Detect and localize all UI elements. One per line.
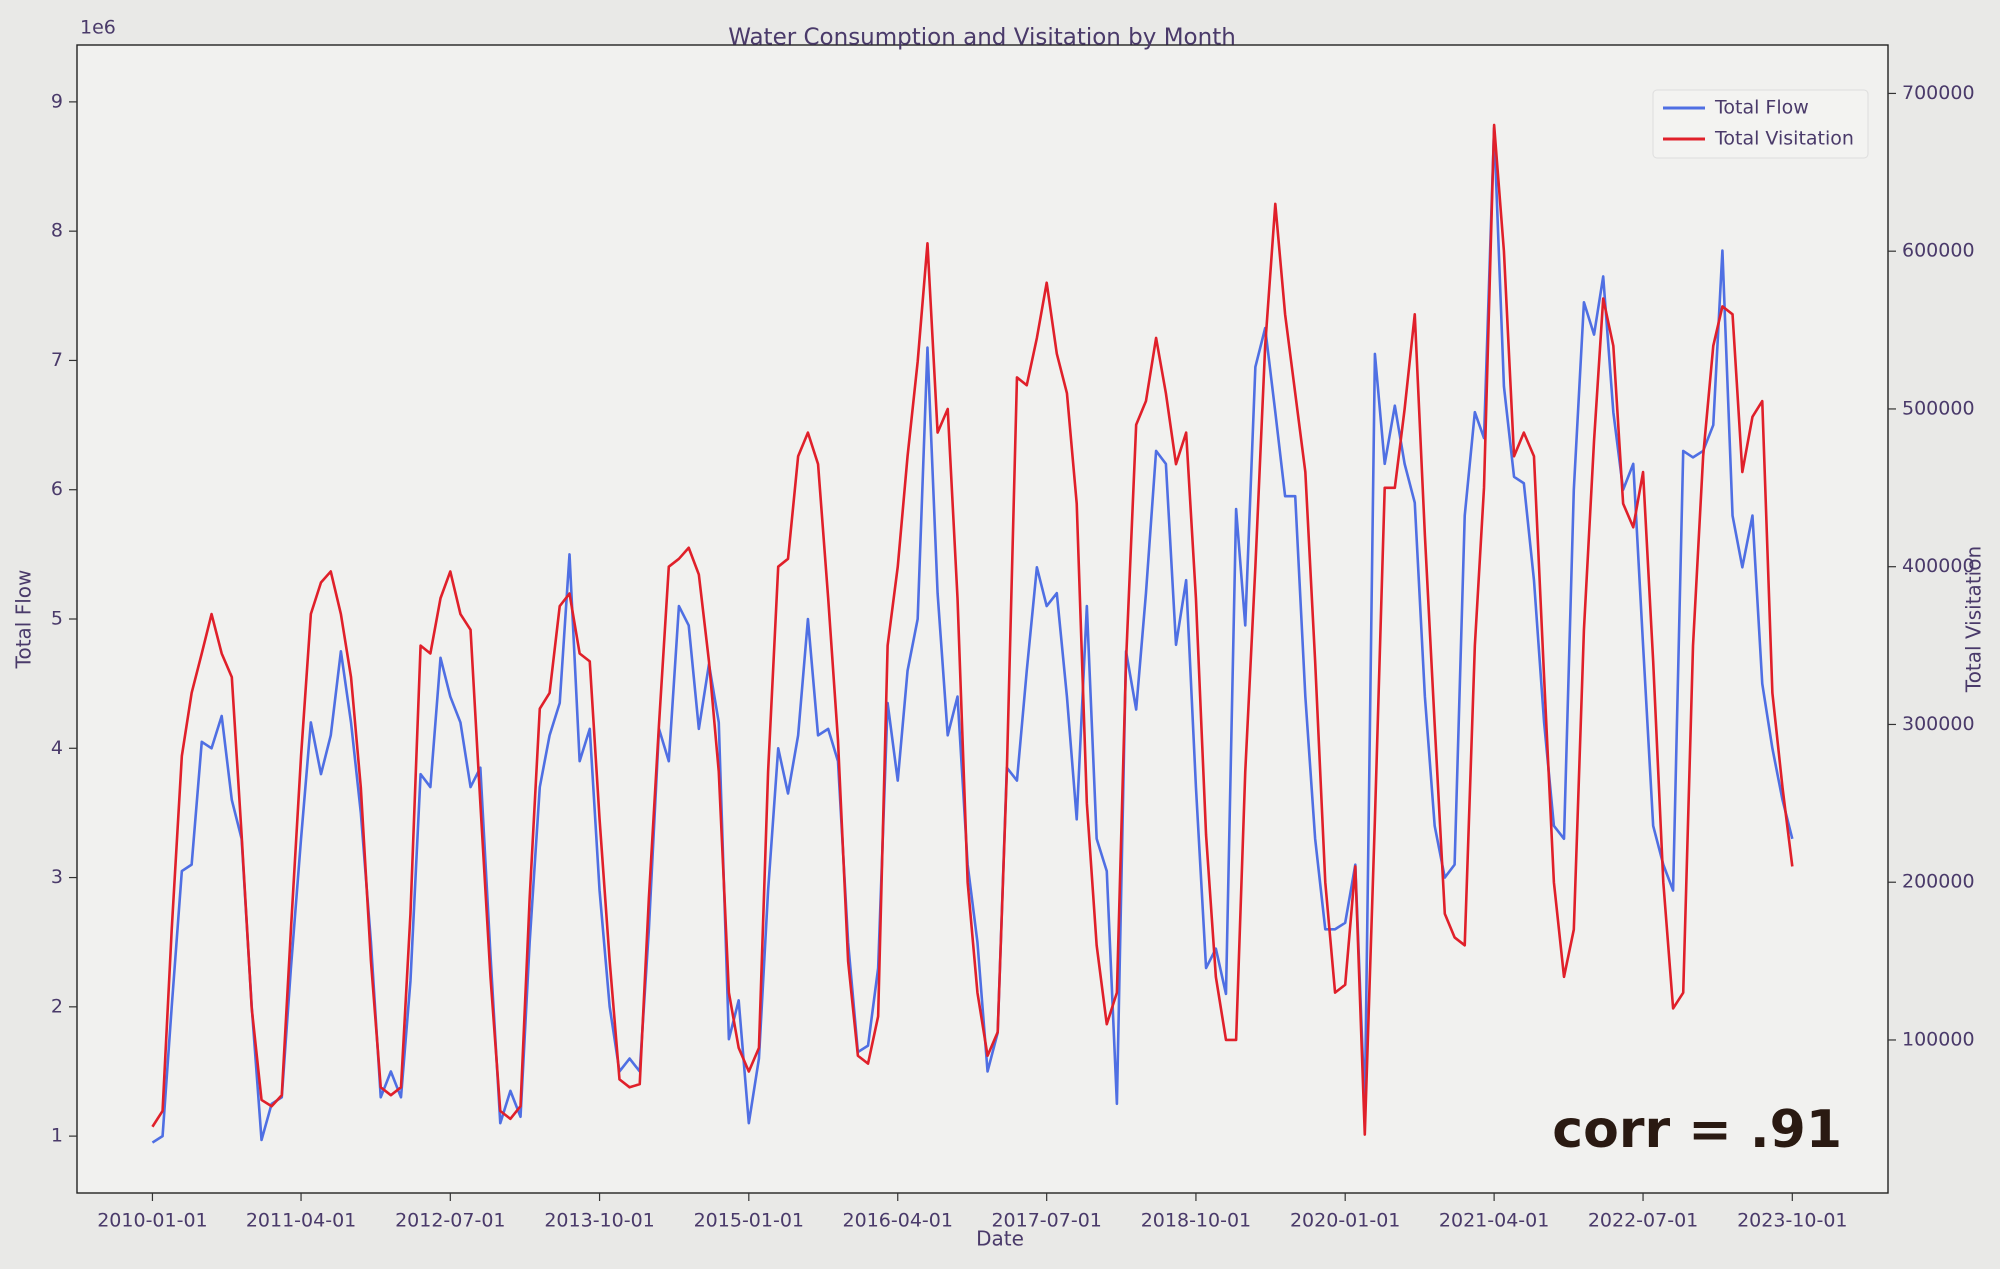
y2-tick-label: 600000: [1902, 240, 1975, 262]
series-line: [151, 126, 1794, 1144]
series-line: [151, 123, 1794, 1136]
x-tick-label: 2023-10-01: [1737, 1210, 1847, 1232]
legend-label: Total Flow: [1714, 97, 1809, 119]
y2-tick-label: 400000: [1902, 555, 1975, 577]
y-tick-label: 4: [51, 737, 63, 759]
y2-tick-label: 300000: [1902, 713, 1975, 735]
x-axis-label: Date: [976, 1227, 1024, 1251]
y-offset-label: 1e6: [80, 17, 116, 39]
y2-tick-label: 100000: [1902, 1028, 1975, 1050]
x-tick-label: 2018-10-01: [1141, 1210, 1251, 1232]
x-tick-label: 2012-07-01: [395, 1210, 505, 1232]
x-tick-label: 2020-01-01: [1290, 1210, 1400, 1232]
x-tick-label: 2016-04-01: [843, 1210, 953, 1232]
y-tick-label: 5: [51, 608, 63, 630]
y2-axis-label: Total Visitation: [1962, 546, 1986, 693]
x-tick-label: 2011-04-01: [246, 1210, 356, 1232]
chart-title: Water Consumption and Visitation by Mont…: [728, 25, 1236, 51]
legend-label: Total Visitation: [1714, 128, 1854, 150]
y-tick-label: 6: [51, 478, 63, 500]
x-tick-label: 2017-07-01: [991, 1210, 1101, 1232]
y2-tick-label: 700000: [1902, 82, 1975, 104]
y-tick-label: 2: [51, 995, 63, 1017]
x-tick-label: 2021-04-01: [1439, 1210, 1549, 1232]
x-tick-label: 2015-01-01: [694, 1210, 804, 1232]
x-tick-label: 2013-10-01: [544, 1210, 654, 1232]
y-tick-label: 9: [51, 90, 63, 112]
y-tick-label: 1: [51, 1125, 63, 1147]
x-tick-label: 2010-01-01: [97, 1210, 207, 1232]
y-axis-label: Total Flow: [12, 570, 36, 670]
legend-box: [1652, 89, 1869, 159]
x-tick-label: 2022-07-01: [1588, 1210, 1698, 1232]
y2-tick-label: 200000: [1902, 871, 1975, 893]
annotation: corr = .91: [1552, 1100, 1842, 1160]
y-tick-label: 7: [51, 349, 63, 371]
y-tick-label: 3: [51, 866, 63, 888]
y-tick-label: 8: [51, 220, 63, 242]
y2-tick-label: 500000: [1902, 397, 1975, 419]
